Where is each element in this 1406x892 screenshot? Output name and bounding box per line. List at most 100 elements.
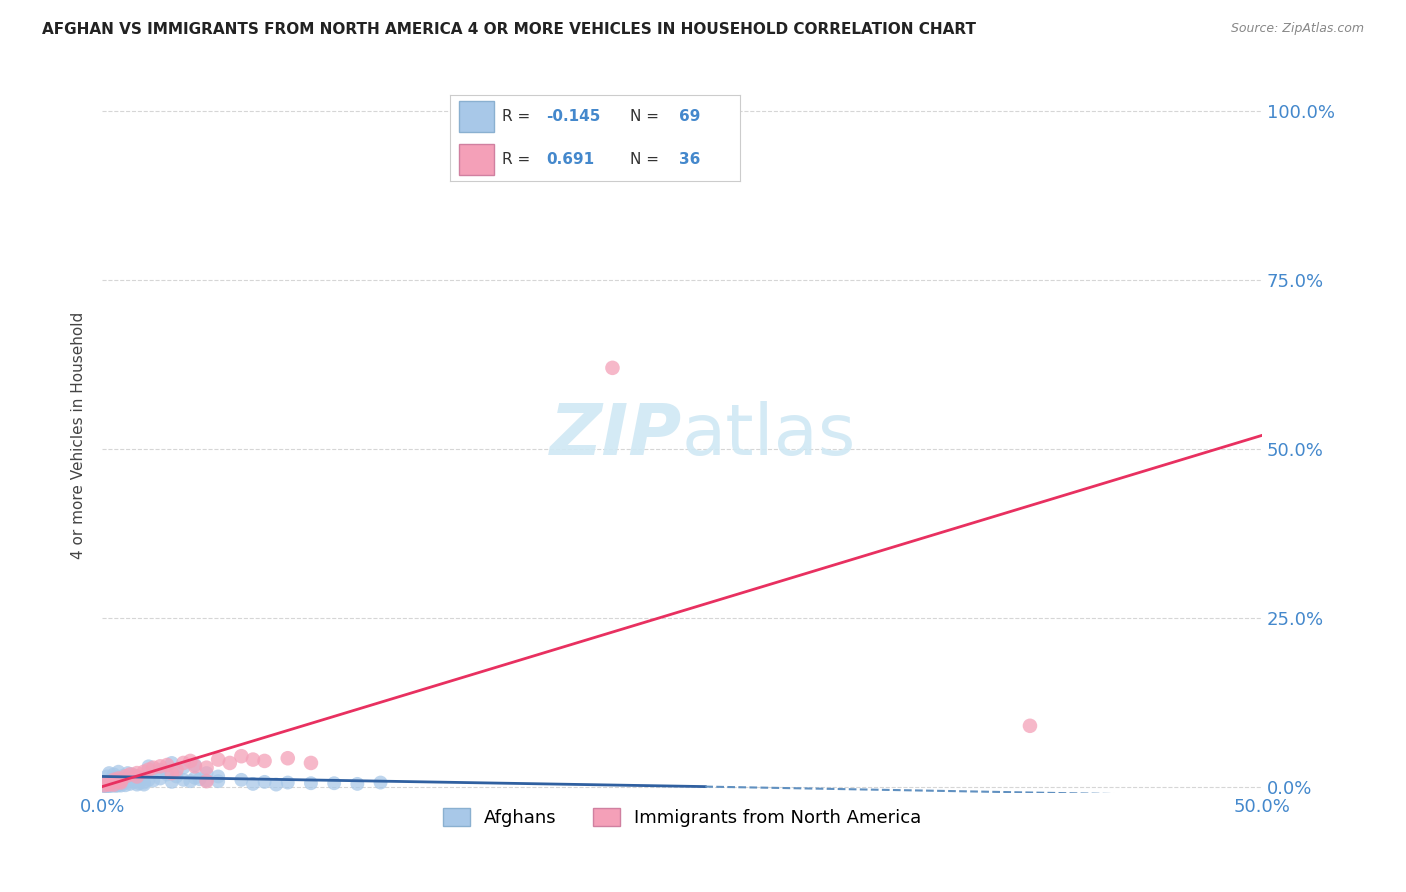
Point bbox=[142, 773, 165, 788]
Point bbox=[138, 763, 160, 777]
Point bbox=[242, 777, 264, 791]
Point bbox=[195, 766, 218, 780]
Point bbox=[149, 772, 172, 786]
Point bbox=[184, 759, 207, 773]
Point bbox=[207, 753, 229, 767]
Point bbox=[160, 766, 183, 780]
Point bbox=[98, 775, 121, 789]
Point bbox=[98, 778, 121, 792]
Point bbox=[149, 763, 172, 777]
Point bbox=[602, 360, 624, 375]
Point bbox=[103, 774, 125, 789]
Point bbox=[195, 774, 218, 789]
Point bbox=[323, 776, 346, 790]
Point bbox=[110, 776, 132, 790]
Point bbox=[277, 775, 299, 789]
Point bbox=[184, 771, 207, 785]
Point bbox=[96, 778, 118, 792]
Point bbox=[264, 778, 287, 792]
Point bbox=[107, 764, 129, 779]
Legend: Afghans, Immigrants from North America: Afghans, Immigrants from North America bbox=[436, 801, 929, 834]
Point bbox=[100, 772, 122, 786]
Point bbox=[207, 769, 229, 783]
Point bbox=[179, 754, 201, 768]
Text: AFGHAN VS IMMIGRANTS FROM NORTH AMERICA 4 OR MORE VEHICLES IN HOUSEHOLD CORRELAT: AFGHAN VS IMMIGRANTS FROM NORTH AMERICA … bbox=[42, 22, 976, 37]
Point bbox=[103, 772, 125, 787]
Text: atlas: atlas bbox=[682, 401, 856, 470]
Point bbox=[231, 772, 253, 787]
Point bbox=[110, 777, 132, 791]
Text: Source: ZipAtlas.com: Source: ZipAtlas.com bbox=[1230, 22, 1364, 36]
Point bbox=[132, 778, 155, 792]
Point bbox=[277, 751, 299, 765]
Point bbox=[160, 775, 183, 789]
Point bbox=[100, 776, 122, 790]
Point bbox=[96, 769, 118, 783]
Point bbox=[100, 779, 122, 793]
Text: ZIP: ZIP bbox=[550, 401, 682, 470]
Point bbox=[125, 769, 148, 783]
Point bbox=[110, 775, 132, 789]
Point bbox=[172, 756, 194, 770]
Point bbox=[96, 779, 118, 793]
Point bbox=[218, 756, 240, 770]
Point bbox=[172, 761, 194, 775]
Point bbox=[118, 774, 141, 789]
Point bbox=[149, 759, 172, 773]
Point bbox=[98, 779, 121, 793]
Point bbox=[299, 756, 322, 770]
Point bbox=[160, 756, 183, 770]
Point bbox=[125, 769, 148, 783]
Point bbox=[96, 777, 118, 791]
Point bbox=[195, 773, 218, 788]
Point bbox=[132, 764, 155, 779]
Point bbox=[207, 774, 229, 789]
Point bbox=[118, 777, 141, 791]
Point bbox=[156, 758, 179, 772]
Point bbox=[128, 776, 150, 790]
Point bbox=[138, 772, 160, 787]
Point bbox=[138, 759, 160, 773]
Point bbox=[156, 767, 179, 781]
Point bbox=[346, 777, 368, 791]
Y-axis label: 4 or more Vehicles in Household: 4 or more Vehicles in Household bbox=[72, 312, 86, 559]
Point bbox=[253, 754, 276, 768]
Point bbox=[105, 770, 128, 784]
Point bbox=[93, 779, 115, 793]
Point bbox=[117, 766, 139, 780]
Point bbox=[93, 778, 115, 792]
Point bbox=[165, 769, 187, 783]
Point bbox=[112, 769, 135, 783]
Point bbox=[179, 774, 201, 789]
Point bbox=[110, 774, 132, 789]
Point bbox=[188, 772, 211, 787]
Point bbox=[142, 761, 165, 775]
Point bbox=[125, 766, 148, 780]
Point bbox=[114, 772, 136, 786]
Point bbox=[125, 769, 148, 783]
Point bbox=[124, 775, 146, 789]
Point bbox=[253, 775, 276, 789]
Point bbox=[172, 772, 194, 787]
Point bbox=[96, 776, 118, 790]
Point bbox=[118, 767, 141, 781]
Point bbox=[110, 779, 132, 793]
Point bbox=[114, 769, 136, 783]
Point bbox=[100, 775, 122, 789]
Point bbox=[105, 778, 128, 792]
Point bbox=[93, 778, 115, 792]
Point bbox=[105, 779, 128, 793]
Point bbox=[105, 774, 128, 789]
Point bbox=[121, 767, 143, 781]
Point bbox=[195, 761, 218, 775]
Point bbox=[107, 778, 129, 792]
Point bbox=[370, 775, 392, 789]
Point bbox=[98, 776, 121, 790]
Point bbox=[132, 775, 155, 789]
Point bbox=[184, 758, 207, 772]
Point bbox=[242, 753, 264, 767]
Point bbox=[93, 779, 115, 793]
Point bbox=[107, 772, 129, 786]
Point bbox=[165, 763, 187, 777]
Point bbox=[98, 766, 121, 780]
